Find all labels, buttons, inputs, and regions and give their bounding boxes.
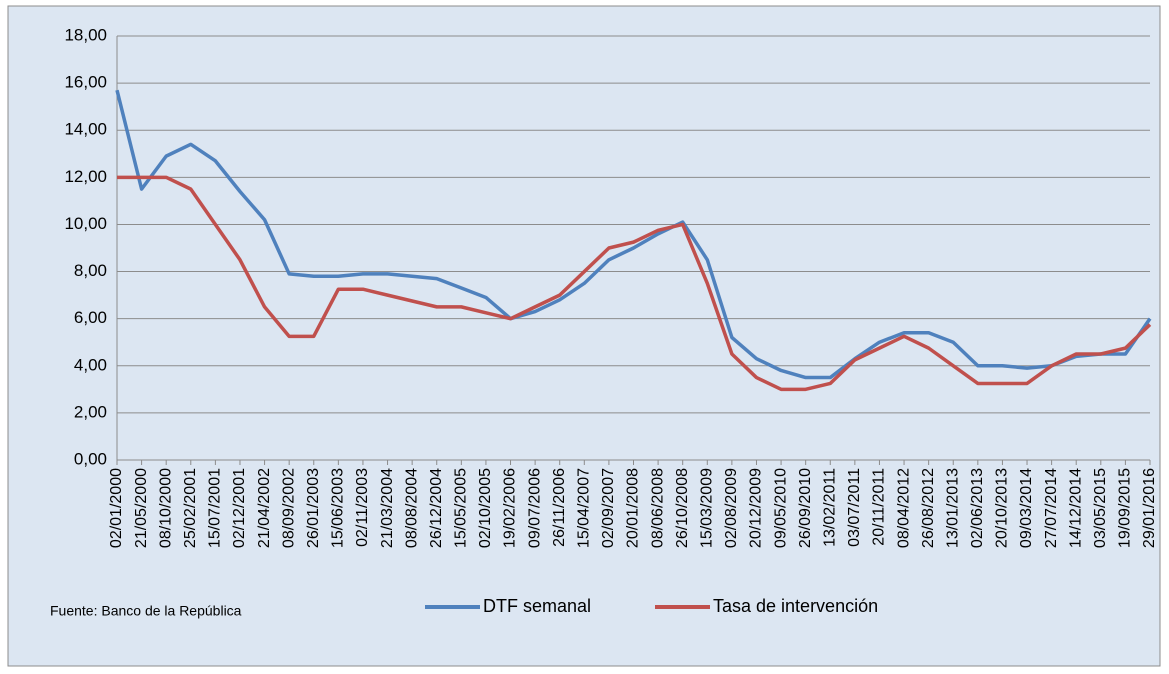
x-tick-label: 09/07/2006 (526, 468, 543, 548)
source-note: Fuente: Banco de la República (50, 603, 242, 619)
x-tick-label: 15/07/2001 (207, 468, 224, 548)
x-tick-label: 02/11/2003 (354, 468, 371, 547)
legend-label: Tasa de intervención (713, 596, 878, 616)
x-tick-label: 09/05/2010 (772, 468, 789, 548)
x-tick-label: 20/12/2009 (748, 468, 765, 548)
x-tick-label: 26/08/2012 (920, 468, 937, 548)
x-tick-label: 02/09/2007 (600, 468, 617, 548)
x-tick-label: 08/04/2012 (895, 468, 912, 548)
x-tick-label: 08/08/2004 (403, 468, 420, 548)
x-tick-label: 08/10/2000 (157, 468, 174, 548)
legend-label: DTF semanal (483, 596, 591, 616)
x-tick-label: 03/05/2015 (1092, 468, 1109, 548)
x-tick-label: 08/06/2008 (649, 468, 666, 548)
x-tick-label: 02/08/2009 (723, 468, 740, 548)
y-tick-label: 0,00 (74, 449, 107, 468)
x-tick-label: 15/04/2007 (576, 468, 593, 548)
x-tick-label: 20/10/2013 (994, 468, 1011, 548)
x-tick-label: 26/10/2008 (674, 468, 691, 548)
x-tick-label: 14/12/2014 (1067, 468, 1084, 548)
x-tick-label: 03/07/2011 (846, 468, 863, 547)
x-tick-label: 02/10/2005 (477, 468, 494, 548)
y-tick-label: 16,00 (64, 73, 107, 92)
x-tick-label: 15/03/2009 (699, 468, 716, 548)
x-tick-label: 02/12/2001 (231, 468, 248, 548)
x-tick-label: 13/01/2013 (944, 468, 961, 548)
y-tick-label: 2,00 (74, 402, 107, 421)
chart-background (7, 5, 1161, 667)
series-line (117, 175, 1152, 392)
x-tick-label: 20/01/2008 (625, 468, 642, 548)
x-tick-label: 29/01/2016 (1141, 468, 1158, 548)
y-tick-label: 14,00 (64, 120, 107, 139)
y-tick-label: 12,00 (64, 167, 107, 186)
y-tick-label: 18,00 (64, 25, 107, 44)
x-tick-label: 26/12/2004 (428, 468, 445, 548)
x-tick-label: 02/06/2013 (969, 468, 986, 548)
x-tick-label: 15/06/2003 (330, 468, 347, 548)
x-tick-label: 21/03/2004 (379, 468, 396, 548)
y-tick-label: 10,00 (64, 214, 107, 233)
series-line (115, 89, 1152, 380)
y-tick-label: 4,00 (74, 355, 107, 374)
x-tick-label: 25/02/2001 (182, 468, 199, 548)
x-tick-label: 20/11/2011 (871, 468, 888, 546)
x-tick-label: 19/02/2006 (502, 468, 519, 548)
x-tick-label: 26/01/2003 (305, 468, 322, 548)
x-tick-label: 26/09/2010 (797, 468, 814, 548)
x-tick-label: 08/09/2002 (280, 468, 297, 548)
x-tick-label: 26/11/2006 (551, 468, 568, 547)
x-tick-label: 15/05/2005 (453, 468, 470, 548)
x-tick-label: 27/07/2014 (1043, 468, 1060, 548)
y-tick-label: 8,00 (74, 261, 107, 280)
x-tick-label: 02/01/2000 (108, 468, 125, 548)
y-tick-label: 6,00 (74, 308, 107, 327)
x-tick-label: 19/09/2015 (1117, 468, 1134, 548)
x-tick-label: 13/02/2011 (821, 468, 838, 547)
x-tick-label: 21/04/2002 (256, 468, 273, 548)
x-tick-label: 09/03/2014 (1018, 468, 1035, 548)
x-tick-label: 21/05/2000 (133, 468, 150, 548)
